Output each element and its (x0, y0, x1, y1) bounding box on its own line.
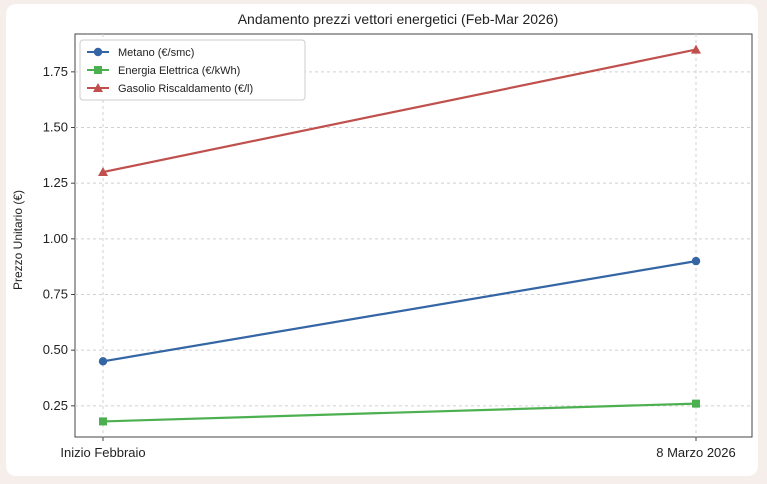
legend-label: Gasolio Riscaldamento (€/l) (118, 83, 253, 95)
legend: Metano (€/smc) Energia Elettrica (€/kWh) G… (79, 39, 306, 101)
series-lines (98, 44, 701, 426)
x-tick-label: 8 Marzo 2026 (656, 445, 736, 460)
y-tick-label: 1.00 (43, 231, 68, 246)
legend-label: Metano (€/smc) (118, 47, 194, 59)
legend-label: Energia Elettrica (€/kWh) (118, 65, 240, 77)
y-tick-label: 1.75 (43, 64, 68, 79)
y-tick-label: 1.50 (43, 120, 68, 135)
data-point (691, 256, 701, 266)
y-tick-label: 0.75 (43, 287, 68, 302)
series-line-2 (102, 48, 697, 174)
y-tick-label: 0.50 (43, 342, 68, 357)
legend-marker (93, 47, 103, 57)
chart-title: Andamento prezzi vettori energetici (Feb… (238, 11, 559, 27)
data-point (691, 44, 701, 54)
data-point (98, 167, 108, 177)
series-line-0 (102, 260, 697, 363)
y-axis-label: Prezzo Unitario (€) (11, 190, 25, 290)
axis-ticks: 0.25 0.50 0.75 1.00 1.25 1.50 1.75 Inizio Febbr… (43, 64, 736, 460)
y-tick-label: 1.25 (43, 175, 68, 190)
y-tick-label: 0.25 (43, 398, 68, 413)
plot-area (74, 33, 753, 438)
legend-marker (94, 66, 102, 74)
grid-lines (75, 34, 752, 437)
legend-marker (93, 83, 103, 92)
x-tick-label: Inizio Febbraio (60, 445, 145, 460)
data-point (98, 357, 108, 366)
data-point (692, 399, 700, 408)
series-line-1 (102, 402, 697, 423)
legend-box (79, 39, 306, 101)
data-point (99, 417, 107, 426)
